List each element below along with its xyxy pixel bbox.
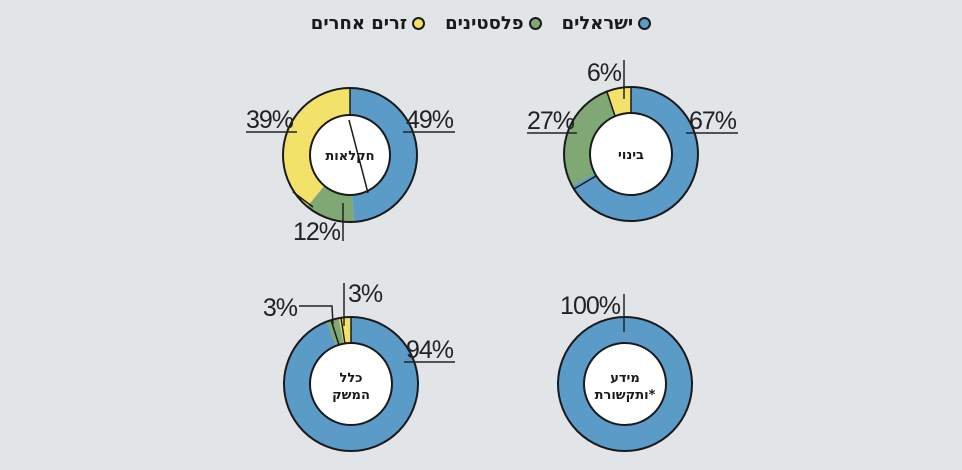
pct-label: 6% xyxy=(587,59,622,87)
pct-label: 3% xyxy=(348,280,383,308)
pct-label: 39% xyxy=(246,106,294,134)
segment-israelis xyxy=(558,317,692,451)
donut-agriculture: 49% 39% 12% חקלאות xyxy=(246,87,455,246)
pct-label: 67% xyxy=(689,107,737,135)
pct-label: 94% xyxy=(406,336,454,364)
legend-swatch-yellow-icon xyxy=(412,16,426,30)
donut-center-label: חקלאות xyxy=(325,149,374,164)
pct-label: 3% xyxy=(263,294,298,322)
legend-item-israelis: ישראלים xyxy=(562,13,652,34)
legend: ישראלים פלסטינים זרים אחרים xyxy=(0,8,962,38)
legend-label: פלסטינים xyxy=(445,12,524,34)
segment-palestinians xyxy=(564,87,698,221)
pct-label: 49% xyxy=(406,106,454,134)
legend-item-palestinians: פלסטינים xyxy=(445,12,542,34)
legend-swatch-green-icon xyxy=(528,16,542,30)
legend-label: זרים אחרים xyxy=(310,12,408,34)
legend-swatch-blue-icon xyxy=(638,16,652,30)
donut-whole-economy: 94% 3% 3% כלל המשק xyxy=(263,280,455,452)
donut-center-label: מידע xyxy=(610,371,640,386)
donut-center-label: המשק xyxy=(332,388,370,403)
donut-info-comm: 100% מידע ותקשורת* xyxy=(557,292,693,452)
donut-center-label: בינוי xyxy=(618,148,644,163)
legend-label: ישראלים xyxy=(561,12,634,34)
donut-center-label: ותקשורת* xyxy=(595,388,656,403)
segment-palestinians xyxy=(283,88,417,222)
pct-label: 12% xyxy=(293,218,341,246)
pct-label: 27% xyxy=(527,107,575,135)
donut-construction: 67% 27% 6% בינוי xyxy=(527,59,738,222)
legend-item-other-foreigners: זרים אחרים xyxy=(310,12,426,34)
donut-center-label: כלל xyxy=(339,371,362,386)
pct-label: 100% xyxy=(560,292,621,320)
